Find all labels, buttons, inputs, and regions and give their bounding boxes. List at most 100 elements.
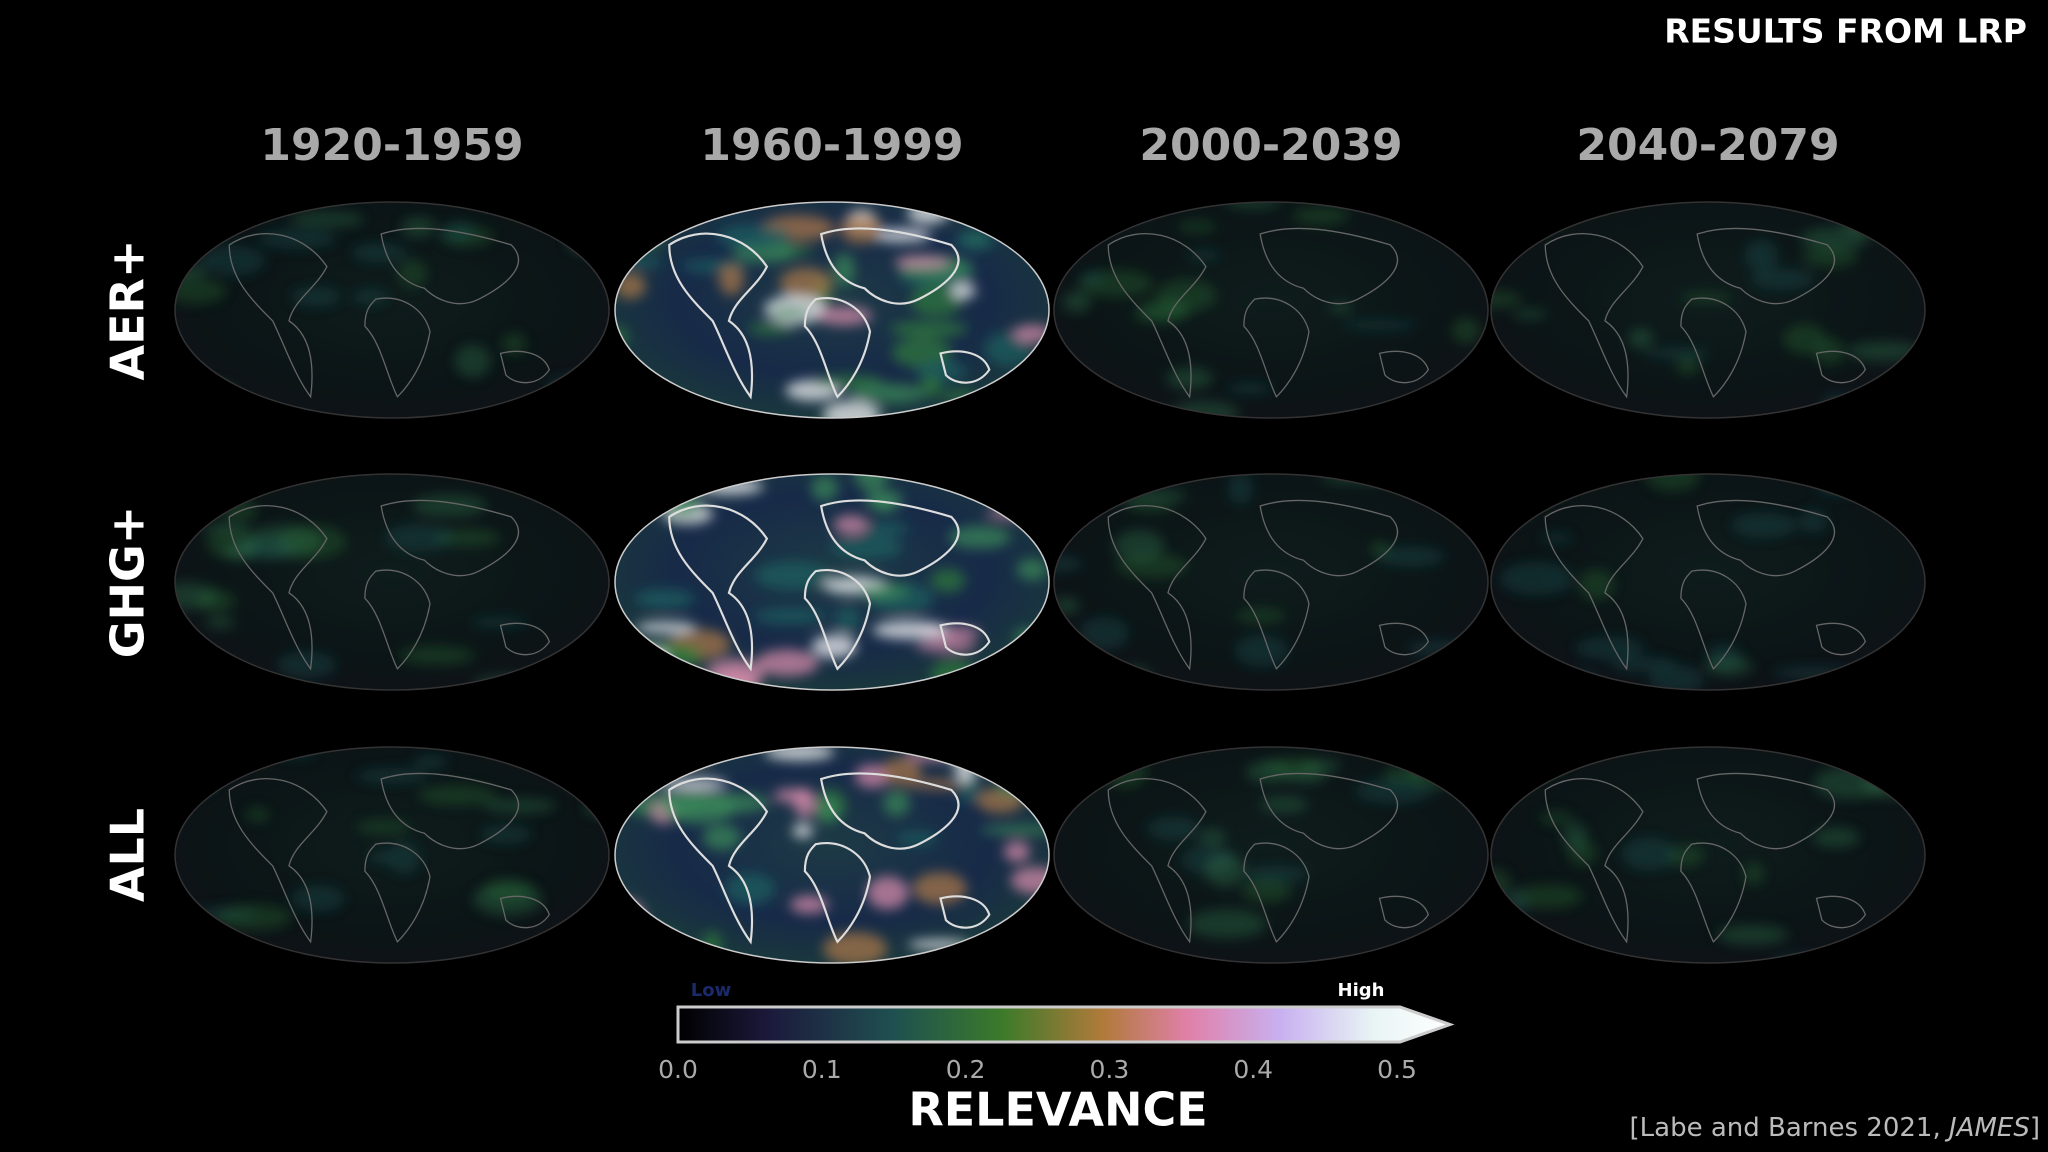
relevance-blob (1243, 865, 1310, 883)
relevance-blob (1539, 811, 1573, 825)
coastline (1544, 232, 1644, 399)
relevance-blob (1812, 828, 1860, 848)
relevance-blob (175, 771, 214, 796)
relevance-blob (870, 228, 932, 243)
relevance-blob (1080, 271, 1106, 285)
coastline (803, 842, 872, 944)
coastline (499, 895, 551, 929)
relevance-blob (815, 797, 840, 824)
coastline (1680, 297, 1747, 398)
relevance-blob (833, 515, 869, 535)
coastline (1815, 622, 1867, 656)
relevance-blob (790, 895, 829, 914)
relevance-blob (833, 253, 855, 287)
relevance-blob (1113, 529, 1165, 562)
relevance-blob (1628, 327, 1654, 349)
coastline (939, 350, 991, 384)
relevance-blob (890, 320, 969, 338)
map-background (1491, 747, 1925, 963)
relevance-blob (635, 588, 695, 610)
coastline (1259, 772, 1399, 850)
coastline (803, 297, 872, 399)
coastline (819, 227, 960, 305)
relevance-blob (980, 824, 1049, 835)
relevance-blob (1262, 757, 1322, 776)
coastlines (228, 227, 551, 399)
coastline (668, 232, 769, 400)
relevance-blob (482, 798, 557, 814)
coastline (803, 569, 872, 671)
colorbar-high: High (1338, 980, 1385, 1001)
relevance-blob (1099, 950, 1149, 963)
relevance-blob (1666, 845, 1705, 867)
map-outline (1053, 746, 1489, 964)
relevance-blob (615, 646, 669, 662)
coastline (1107, 232, 1207, 399)
relevance-blob (257, 228, 337, 250)
relevance-blob (622, 748, 665, 771)
relevance-blob (615, 326, 628, 347)
map-background (1054, 474, 1488, 690)
colorbar-ticks: 0.0 0.1 0.2 0.3 0.4 0.5 (658, 1055, 1417, 1084)
relevance-blob (454, 344, 491, 378)
relevance-blob (881, 757, 922, 785)
relevance-blob (183, 930, 212, 944)
relevance-field (175, 488, 609, 690)
map-panel (614, 746, 1050, 964)
relevance-blob (621, 399, 675, 418)
map-panel (174, 473, 610, 691)
row-label: GHG+ (101, 506, 155, 659)
relevance-blob (1744, 239, 1779, 272)
coastline (1815, 350, 1867, 384)
relevance-blob (245, 807, 270, 822)
relevance-blob (950, 283, 976, 299)
relevance-blob (1491, 496, 1532, 525)
relevance-blob (615, 273, 646, 299)
map-outline (174, 201, 610, 419)
relevance-blob (1292, 206, 1351, 226)
coastline (1259, 499, 1399, 577)
coastline (1680, 569, 1747, 670)
coastline (819, 772, 960, 850)
relevance-blob (175, 398, 236, 412)
relevance-blob (920, 374, 943, 398)
relevance-blob (351, 243, 408, 263)
relevance-blob (979, 755, 1049, 775)
relevance-blob (1369, 541, 1391, 558)
relevance-blob (747, 322, 795, 335)
coastline (1243, 297, 1310, 398)
coastline (1680, 842, 1747, 943)
relevance-blob (718, 264, 744, 296)
map-outline (1053, 473, 1489, 691)
relevance-blob (695, 792, 770, 813)
relevance-blob (615, 634, 633, 656)
colorbar-ramp (676, 1005, 1455, 1044)
map-panel (1053, 473, 1489, 691)
relevance-blob (1016, 558, 1048, 581)
coastlines (1544, 772, 1867, 944)
relevance-blob (822, 400, 881, 418)
relevance-blob (544, 375, 609, 401)
relevance-blob (948, 525, 1011, 549)
coastlines (228, 499, 551, 671)
relevance-blob (1377, 546, 1445, 568)
relevance-blob (471, 616, 528, 628)
relevance-blob (1562, 822, 1588, 850)
relevance-blob (215, 904, 292, 931)
relevance-blob (701, 931, 722, 956)
colorbar-tick-label: 0.5 (1377, 1055, 1417, 1084)
relevance-blob (289, 211, 365, 228)
coastline (939, 622, 991, 656)
relevance-blob (910, 284, 964, 317)
relevance-blob (1645, 474, 1701, 492)
relevance-blob (1675, 355, 1700, 376)
colorbar: Low High 0.0 0.1 0.2 0.3 0.4 0.5 RELEVANCE (658, 980, 1455, 1137)
relevance-blob (792, 823, 813, 839)
relevance-blob (1406, 640, 1473, 657)
colorbar-low: Low (691, 980, 731, 1001)
relevance-blob (1002, 486, 1049, 498)
coastline (499, 350, 551, 384)
relevance-blob (894, 255, 950, 269)
relevance-blob (896, 832, 938, 845)
coastline (1696, 499, 1836, 577)
